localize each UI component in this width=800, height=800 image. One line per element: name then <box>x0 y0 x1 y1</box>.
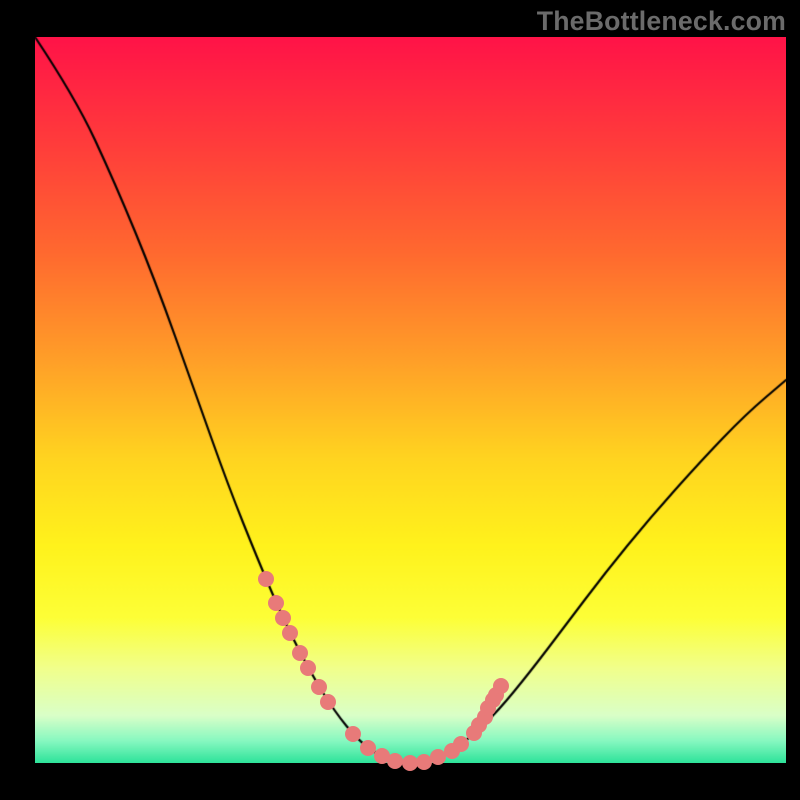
curve-marker <box>493 678 509 694</box>
bottleneck-curve <box>0 0 800 800</box>
curve-marker <box>282 625 298 641</box>
curve-marker <box>258 571 274 587</box>
curve-marker <box>387 753 403 769</box>
curve-marker <box>275 610 291 626</box>
curve-marker <box>311 679 327 695</box>
watermark-text: TheBottleneck.com <box>537 6 786 37</box>
curve-marker <box>320 694 336 710</box>
curve-marker <box>453 736 469 752</box>
chart-stage: TheBottleneck.com <box>0 0 800 800</box>
curve-marker <box>345 726 361 742</box>
curve-marker <box>300 660 316 676</box>
curve-marker <box>292 645 308 661</box>
curve-marker <box>268 595 284 611</box>
